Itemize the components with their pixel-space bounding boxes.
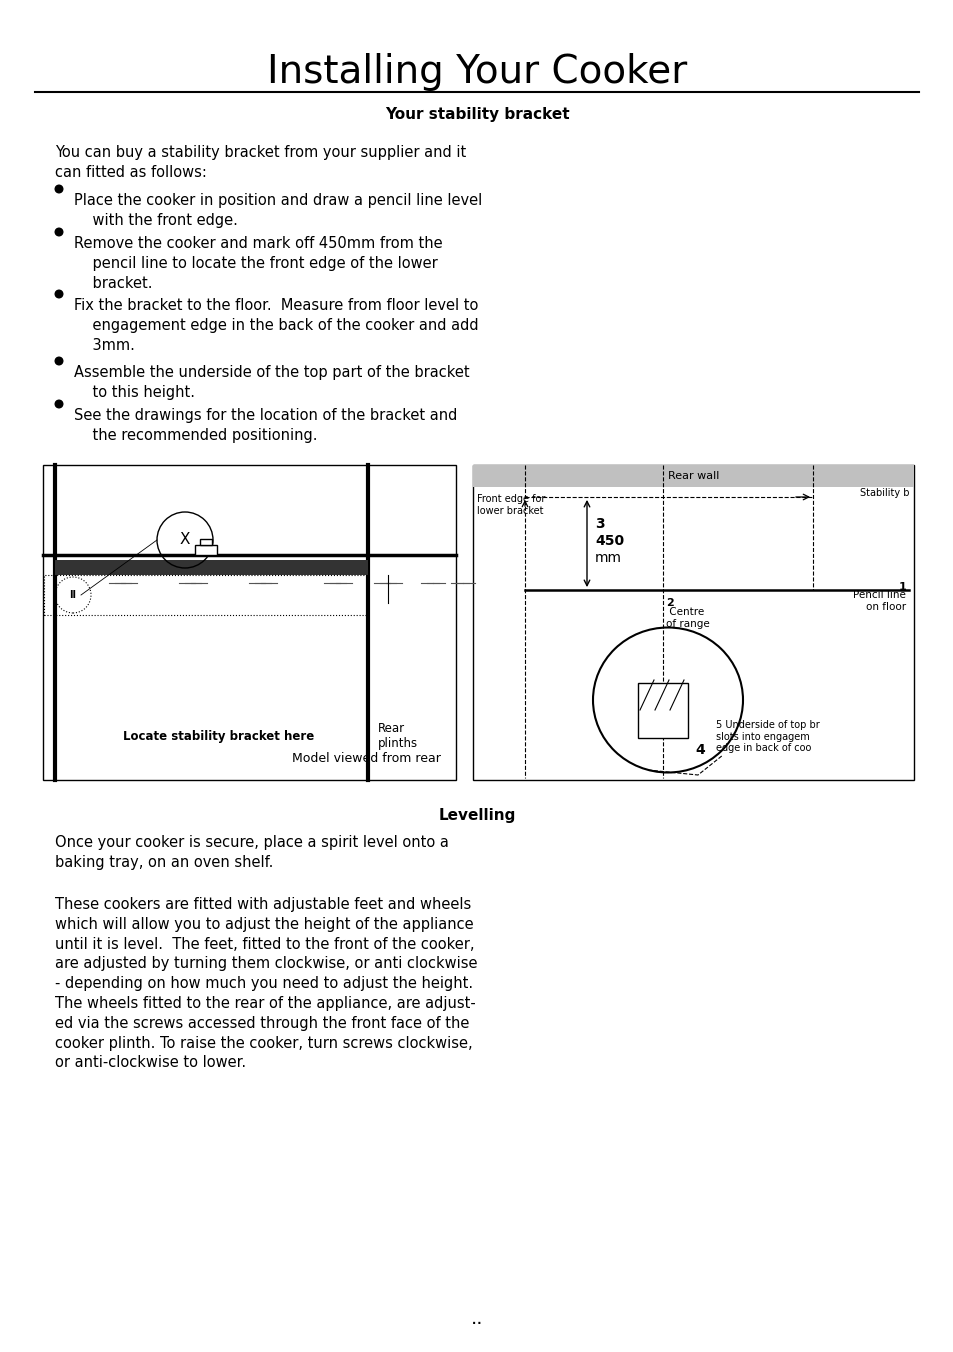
- Text: Stability b: Stability b: [860, 488, 909, 498]
- Circle shape: [55, 357, 63, 365]
- Bar: [638, 683, 687, 738]
- Text: You can buy a stability bracket from your supplier and it
can fitted as follows:: You can buy a stability bracket from you…: [55, 145, 466, 180]
- Bar: [55, 560, 368, 575]
- Text: ..: ..: [470, 1309, 483, 1328]
- Bar: [473, 465, 913, 780]
- Bar: [200, 539, 212, 545]
- Bar: [44, 575, 368, 615]
- Text: X: X: [179, 533, 190, 548]
- Text: Remove the cooker and mark off 450mm from the
    pencil line to locate the fron: Remove the cooker and mark off 450mm fro…: [74, 237, 442, 291]
- Bar: [473, 465, 913, 487]
- Bar: [194, 545, 216, 556]
- Circle shape: [55, 185, 63, 193]
- Text: mm: mm: [595, 552, 621, 565]
- Text: ΙΙ: ΙΙ: [70, 589, 76, 600]
- Text: 2: 2: [665, 598, 673, 608]
- Text: These cookers are fitted with adjustable feet and wheels
which will allow you to: These cookers are fitted with adjustable…: [55, 896, 477, 1071]
- Text: 450: 450: [595, 534, 623, 548]
- Text: Assemble the underside of the top part of the bracket
    to this height.: Assemble the underside of the top part o…: [74, 365, 469, 400]
- Circle shape: [55, 291, 63, 297]
- Text: 4: 4: [695, 744, 704, 757]
- Text: Model viewed from rear: Model viewed from rear: [292, 752, 440, 765]
- Text: Levelling: Levelling: [437, 808, 516, 823]
- Bar: [43, 465, 456, 780]
- Text: Place the cooker in position and draw a pencil line level
    with the front edg: Place the cooker in position and draw a …: [74, 193, 482, 227]
- Text: 1: 1: [898, 581, 905, 592]
- Text: Once your cooker is secure, place a spirit level onto a
baking tray, on an oven : Once your cooker is secure, place a spir…: [55, 836, 449, 869]
- Text: 5 Underside of top br
slots into engagem
edge in back of coo: 5 Underside of top br slots into engagem…: [716, 721, 819, 753]
- Text: Centre
of range: Centre of range: [665, 607, 709, 629]
- Text: 3: 3: [595, 516, 604, 531]
- Text: Your stability bracket: Your stability bracket: [384, 108, 569, 123]
- Text: Fix the bracket to the floor.  Measure from floor level to
    engagement edge i: Fix the bracket to the floor. Measure fr…: [74, 297, 478, 353]
- Text: Locate stability bracket here: Locate stability bracket here: [123, 730, 314, 744]
- Text: Rear
plinths: Rear plinths: [377, 722, 417, 750]
- Text: Installing Your Cooker: Installing Your Cooker: [267, 53, 686, 91]
- Text: Front edge for
lower bracket: Front edge for lower bracket: [476, 493, 545, 515]
- Text: See the drawings for the location of the bracket and
    the recommended positio: See the drawings for the location of the…: [74, 408, 456, 443]
- Circle shape: [55, 228, 63, 235]
- Text: Rear wall: Rear wall: [667, 470, 719, 481]
- Circle shape: [55, 400, 63, 408]
- Text: Pencil line
on floor: Pencil line on floor: [852, 589, 905, 611]
